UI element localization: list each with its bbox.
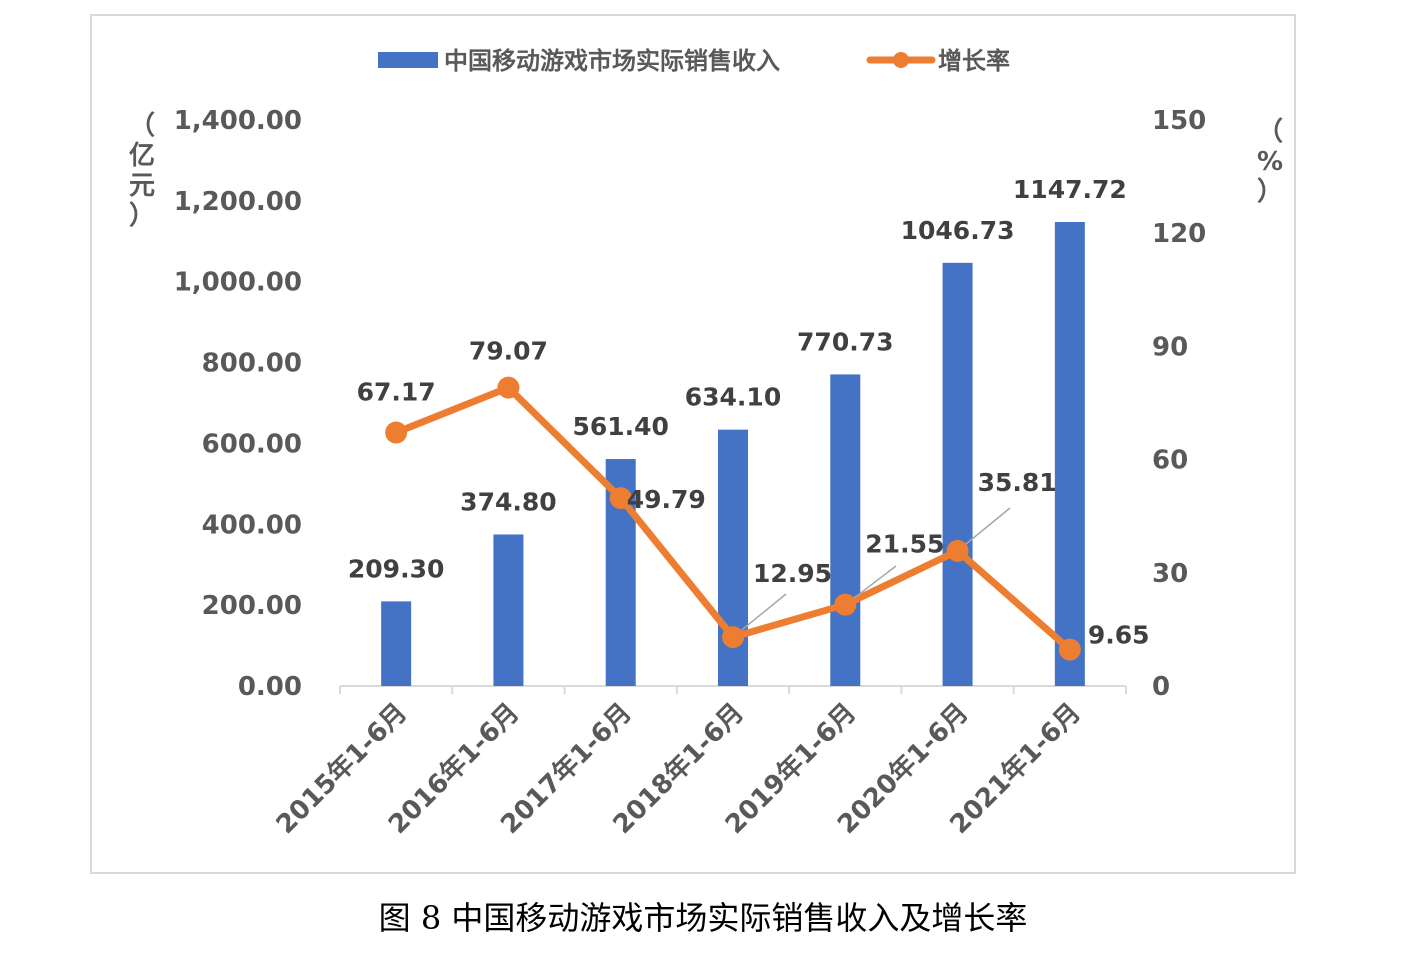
right-axis-tick-label: 30	[1152, 559, 1188, 589]
growth-rate-point	[946, 539, 969, 562]
right-axis-tick-label: 60	[1152, 446, 1188, 476]
bar-data-label: 374.80	[460, 487, 556, 516]
bar	[381, 601, 412, 686]
bar-data-label: 209.30	[348, 554, 444, 583]
bar-data-label: 634.10	[685, 383, 781, 412]
growth-rate-point	[722, 626, 744, 649]
bar	[493, 534, 524, 686]
right-axis-unit-char: ）	[1257, 177, 1283, 207]
left-axis-unit-char: （	[129, 111, 155, 141]
bar	[830, 374, 861, 686]
chart-frame: 0.00 200.00 400.00 600.00 800.00 1,000.00 1,20…	[90, 14, 1296, 874]
figure-caption: 图 8 中国移动游戏市场实际销售收入及增长率	[378, 899, 1028, 937]
line-data-label: 67.17	[357, 378, 436, 407]
bar	[1054, 221, 1085, 686]
right-axis-tick-label: 0	[1152, 672, 1170, 702]
left-axis-tick-label: 1,000.00	[174, 268, 302, 298]
left-axis-tick-label: 1,200.00	[174, 187, 302, 217]
right-axis-unit-char: （	[1257, 117, 1283, 147]
line-data-label: 9.65	[1088, 621, 1150, 650]
legend-line-marker	[893, 52, 909, 68]
left-axis-unit-char: 亿	[129, 141, 155, 171]
left-axis-tick-label: 800.00	[202, 349, 302, 379]
legend-bar-label: 中国移动游戏市场实际销售收入	[444, 47, 780, 75]
growth-rate-point	[385, 421, 408, 444]
label-leader-line	[957, 507, 1011, 552]
left-axis-tick-label: 200.00	[202, 591, 302, 621]
left-axis-unit-char: 元	[129, 171, 155, 201]
right-axis-tick-label: 90	[1152, 332, 1188, 362]
growth-rate-point	[497, 376, 520, 399]
label-leader-line	[732, 593, 787, 638]
left-axis-tick-label: 600.00	[202, 429, 302, 459]
legend-bar-swatch	[378, 52, 438, 68]
growth-rate-point	[1058, 638, 1081, 661]
line-data-label: 21.55	[865, 530, 944, 559]
bar-data-label: 770.73	[797, 327, 893, 356]
line-data-label: 49.79	[627, 485, 706, 514]
bar-data-label: 561.40	[572, 412, 668, 441]
bar-data-label: 1147.72	[1013, 175, 1127, 204]
bar	[942, 262, 973, 686]
right-axis-tick-label: 120	[1152, 219, 1206, 249]
bar-data-label: 1046.73	[901, 216, 1015, 245]
growth-rate-point	[609, 487, 632, 510]
combo-chart: 0.00 200.00 400.00 600.00 800.00 1,000.00 1,20…	[129, 47, 1283, 840]
right-axis-tick-label: 150	[1152, 106, 1206, 136]
line-data-label: 12.95	[753, 559, 832, 588]
left-axis-tick-label: 0.00	[238, 672, 302, 702]
legend-line-label: 增长率	[938, 47, 1010, 75]
growth-rate-point	[834, 593, 857, 616]
left-axis-tick-label: 400.00	[202, 510, 302, 540]
left-axis-tick-label: 1,400.00	[174, 106, 302, 136]
right-axis-unit-char: %	[1257, 147, 1283, 177]
line-data-label: 79.07	[469, 337, 548, 366]
left-axis-unit-char: ）	[129, 201, 155, 231]
line-data-label: 35.81	[978, 468, 1057, 497]
